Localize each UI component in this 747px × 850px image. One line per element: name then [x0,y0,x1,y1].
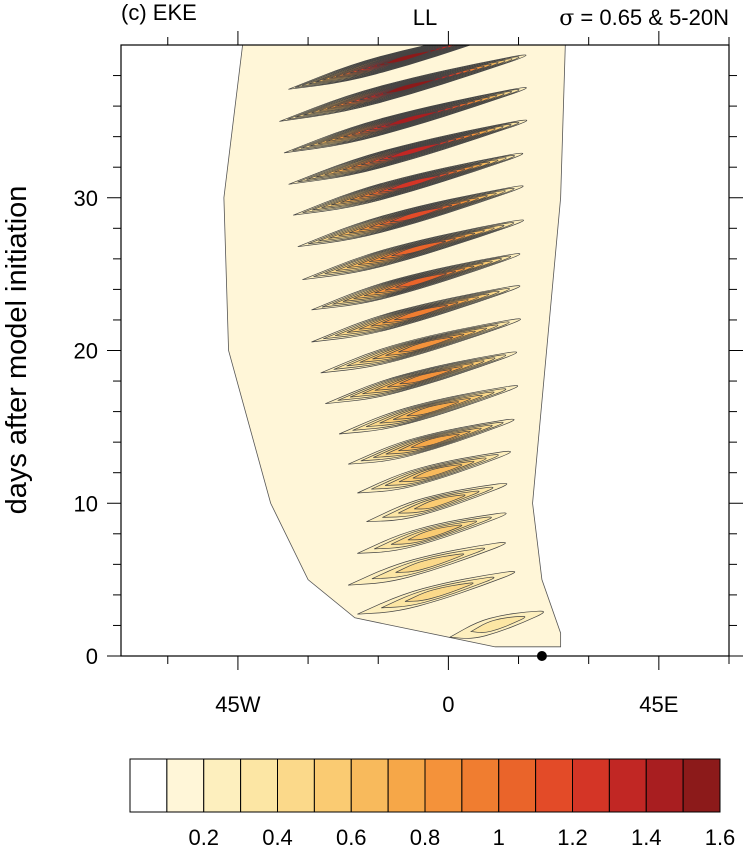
right-title-text: = 0.65 & 5-20N [574,5,729,30]
origin-marker [536,651,547,661]
y-tick-label: 20 [74,339,98,364]
eke-band-day22.9-level8 [394,304,448,321]
colorbar-label: 0.2 [188,825,219,850]
y-tick-label: 0 [86,644,98,669]
eke-band-day35.6-level13 [385,111,439,127]
x-tick-label: 45E [639,692,678,717]
colorbar-label: 0.6 [336,825,367,850]
eke-band-day2.5-level2 [470,616,526,633]
eke-band-day12.5-level5 [412,464,463,479]
x-tick-labels: 45W 0 45E [215,692,678,717]
contour-fill-layer [223,45,566,648]
eke-band-day10.5-level4 [414,494,466,510]
eke-band-day20.8-level7 [398,336,454,353]
colorbar-box-8 [424,758,463,813]
eke-band-day16.6-level6 [406,401,460,417]
right-title: σ = 0.65 & 5-20N [559,5,729,31]
colorbar-box-9 [461,758,500,813]
left-title: (c) EKE [121,0,197,25]
center-title: LL [413,5,437,30]
eke-band-day14.5-level6 [410,433,460,448]
y-tick-label: 10 [74,491,98,516]
colorbar-label: 1.4 [631,825,662,850]
colorbar-box-6 [350,758,389,813]
colorbar-box-2 [203,758,242,813]
colorbar-box-13 [608,758,647,813]
sigma-symbol: σ [559,6,574,31]
eke-band-day25-level9 [395,273,447,288]
eke-band-day8.5-level4 [407,524,463,541]
colorbar-box-1 [166,758,205,813]
colorbar-box-0 [129,758,168,813]
eke-band-day4.6-level3 [404,582,474,602]
axis-ticks [107,31,743,670]
eke-band-day18.7-level7 [399,369,452,385]
colorbar-box-7 [387,758,426,813]
colorbar-label: 0.8 [410,825,441,850]
eke-band-day33.5-level12 [387,143,441,159]
x-tick-label: 0 [442,692,454,717]
colorbar-box-11 [535,758,573,813]
eke-band-day29.3-level10 [389,207,444,223]
y-tick-label: 30 [74,186,98,211]
colorbar-box-10 [498,758,537,813]
colorbar-box-5 [313,758,352,813]
colorbar [129,758,721,813]
eke-band-day31.4-level11 [387,175,441,191]
y-axis-label: days after model initiation [1,186,33,515]
colorbar-box-14 [645,758,684,813]
colorbar-box-4 [277,758,315,813]
colorbar-label: 1.6 [705,825,736,850]
eke-band-day27.1-level9 [391,240,446,257]
colorbar-label: 0.4 [262,825,293,850]
x-tick-label: 45W [215,692,260,717]
colorbar-label: 1.2 [557,825,588,850]
eke-band-day6.5-level3 [395,553,465,573]
y-tick-labels: 0 10 20 30 [74,186,98,669]
eke-band-day37.7-level14 [383,79,436,94]
colorbar-label: 1 [493,825,505,850]
colorbar-box-12 [572,758,610,813]
colorbar-labels: 0.2 0.4 0.6 0.8 1 1.2 1.4 1.6 [188,825,735,850]
plot-area: 45W 0 45E 0 10 20 30 [74,31,743,717]
colorbar-box-3 [240,758,278,813]
colorbar-box-15 [682,758,721,813]
eke-band-day39.6-level15 [383,50,431,65]
